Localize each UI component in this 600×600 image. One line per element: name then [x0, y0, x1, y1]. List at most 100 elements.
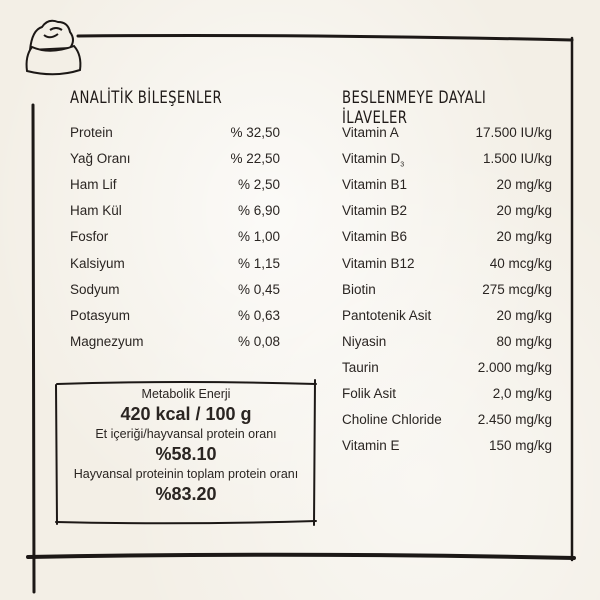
row-label: Niyasin [342, 331, 386, 353]
row-value: 20 mg/kg [496, 177, 552, 193]
row-label-text: Ham Lif [70, 177, 117, 193]
animal-protein-value: %83.20 [155, 484, 217, 504]
row-value: 20 mg/kg [496, 203, 552, 219]
row-value: % 0,08 [237, 333, 280, 349]
row-label: Vitamin E [342, 435, 400, 457]
row-label: Potasyum [70, 305, 130, 327]
row-label: Vitamin B2 [342, 200, 407, 222]
table-row: Vitamin B1 20 mg/kg [342, 174, 552, 196]
row-label-text: Pantotenik Asit [342, 307, 432, 323]
row-label-text: Vitamin E [342, 438, 400, 454]
row-label-text: Magnezyum [70, 333, 144, 349]
row-label-text: Vitamin A [342, 125, 399, 140]
table-row: Fosfor % 1,00 [70, 226, 280, 248]
row-value: % 22,50 [230, 151, 280, 167]
table-row: Kalsiyum % 1,15 [70, 253, 280, 275]
table-row: Taurin 2.000 mg/kg [342, 357, 552, 379]
row-label: Pantotenik Asit [342, 305, 431, 327]
table-row: Vitamin B6 20 mg/kg [342, 226, 552, 248]
row-value: 275 mcg/kg [482, 281, 552, 297]
row-label: Biotin [342, 279, 376, 301]
row-label-text: Vitamin B12 [342, 255, 415, 271]
energy-box: Metabolik Enerji 420 kcal / 100 g Et içe… [57, 386, 315, 506]
row-label-text: Biotin [342, 281, 376, 297]
row-label: Vitamin B1 [342, 174, 407, 196]
row-value: % 1,00 [237, 229, 280, 245]
table-row: Vitamin A 17.500 IU/kg [342, 122, 552, 144]
row-label-text: Potasyum [70, 307, 131, 323]
animal-protein-label: Hayvansal proteinin toplam protein oranı [73, 467, 299, 481]
row-label: Taurin [342, 357, 379, 379]
row-value: 20 mg/kg [496, 229, 552, 245]
analytic-title: ANALİTİK BİLEŞENLER [70, 88, 223, 108]
row-label-text: Choline Chloride [342, 412, 442, 428]
row-value: % 0,45 [237, 281, 280, 297]
additives-title: BESLENMEYE DAYALI İLAVELER [342, 88, 487, 128]
table-row: Niyasin 80 mg/kg [342, 331, 552, 353]
row-label: Protein [70, 122, 113, 144]
table-row: Sodyum % 0,45 [70, 279, 280, 301]
row-value: % 6,90 [237, 203, 280, 219]
table-row: Biotin 275 mcg/kg [342, 279, 552, 301]
row-label: Fosfor [70, 226, 108, 248]
table-row: Vitamin B12 40 mcg/kg [342, 253, 552, 275]
row-value: 17.500 IU/kg [475, 125, 552, 140]
row-label: Kalsiyum [70, 253, 125, 275]
row-label-text: Yağ Oranı [70, 151, 131, 167]
row-value: 2.450 mg/kg [477, 412, 552, 428]
row-label-text: Niyasin [342, 333, 387, 349]
table-row: Yağ Oranı % 22,50 [70, 148, 280, 170]
row-label: Vitamin A [342, 122, 399, 144]
row-label-text: Taurin [342, 359, 379, 375]
row-label: Sodyum [70, 279, 120, 301]
row-label: Ham Kül [70, 200, 122, 222]
row-label-text: Vitamin B6 [342, 229, 408, 245]
row-value: 40 mcg/kg [489, 255, 552, 271]
table-row: Ham Lif % 2,50 [70, 174, 280, 196]
table-row: Vitamin B2 20 mg/kg [342, 200, 552, 222]
row-label-text: Vitamin D [342, 151, 401, 167]
row-label-text: Fosfor [70, 229, 109, 245]
row-value: 150 mg/kg [488, 438, 552, 454]
row-value: 20 mg/kg [496, 307, 552, 323]
table-row: Vitamin D3 1.500 IU/kg [342, 148, 552, 170]
row-label-text: Vitamin B2 [342, 203, 408, 219]
row-label: Folik Asit [342, 383, 396, 405]
table-row: Magnezyum % 0,08 [70, 331, 280, 353]
meat-ratio-label: Et içeriği/hayvansal protein oranı [95, 427, 277, 441]
row-label: Choline Chloride [342, 409, 442, 431]
row-value: 80 mg/kg [496, 333, 552, 349]
table-row: Potasyum % 0,63 [70, 305, 280, 327]
row-label: Magnezyum [70, 331, 144, 353]
food-bowl-icon [25, 19, 82, 76]
row-value: 2,0 mg/kg [492, 386, 552, 401]
row-value: 1.500 IU/kg [482, 151, 552, 167]
row-label-text: Sodyum [70, 281, 120, 297]
table-row: Folik Asit 2,0 mg/kg [342, 383, 552, 405]
row-value: % 32,50 [230, 125, 280, 140]
table-row: Choline Chloride 2.450 mg/kg [342, 409, 552, 431]
row-label-text: Protein [70, 125, 113, 140]
table-row: Ham Kül % 6,90 [70, 200, 280, 222]
row-label: Yağ Oranı [70, 148, 131, 170]
row-label-text: Ham Kül [70, 203, 122, 219]
row-value: % 0,63 [237, 307, 280, 323]
row-label-text: Folik Asit [342, 386, 397, 401]
row-label: Ham Lif [70, 174, 117, 196]
subscript: 3 [400, 161, 405, 169]
meat-ratio-value: %58.10 [155, 444, 217, 464]
energy-label: Metabolik Enerji [141, 387, 231, 401]
row-value: % 1,15 [237, 255, 280, 271]
row-label: Vitamin D3 [342, 148, 404, 177]
table-row: Vitamin E 150 mg/kg [342, 435, 552, 457]
row-label-text: Kalsiyum [70, 255, 125, 271]
energy-value: 420 kcal / 100 g [120, 404, 252, 424]
row-label: Vitamin B12 [342, 253, 415, 275]
row-label-text: Vitamin B1 [342, 177, 408, 193]
table-row: Protein % 32,50 [70, 122, 280, 144]
row-value: 2.000 mg/kg [477, 359, 552, 375]
row-label: Vitamin B6 [342, 226, 407, 248]
table-row: Pantotenik Asit 20 mg/kg [342, 305, 552, 327]
